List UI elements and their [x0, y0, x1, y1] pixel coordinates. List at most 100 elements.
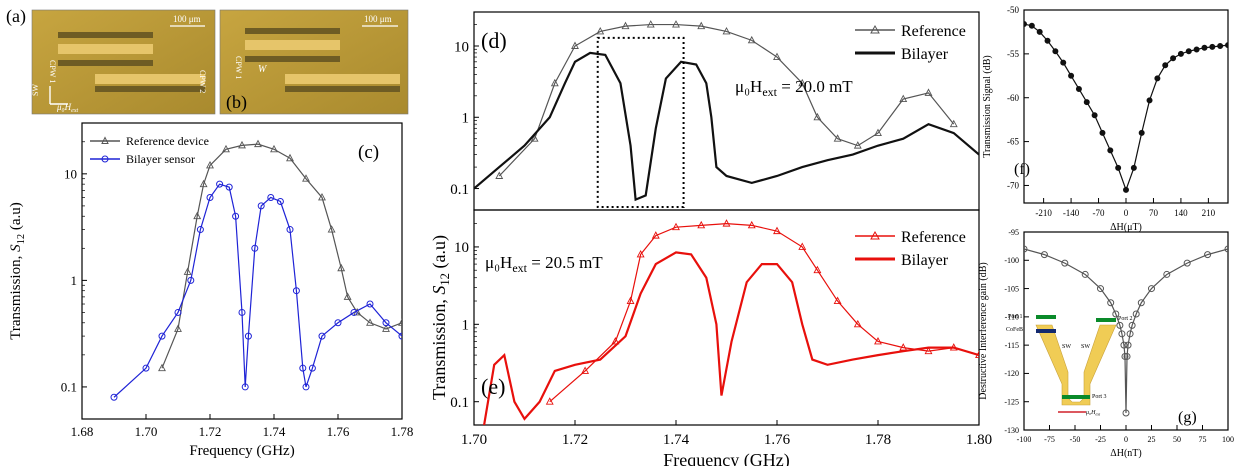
panel-label-b: (b) [226, 92, 247, 113]
data-point [196, 226, 204, 234]
x-tick-label: 1.74 [663, 432, 690, 448]
data-point [206, 160, 214, 169]
data-point [1204, 251, 1212, 259]
legend-entry: Reference [901, 229, 966, 246]
data-point [251, 244, 259, 252]
data-point [773, 52, 781, 60]
data-point [183, 267, 192, 275]
data-point [924, 346, 933, 355]
data-point [773, 226, 781, 235]
chart-panel-c: 0.1 1 10 1.68 1.70 1.72 1.74 1.76 1.78 Frequency … [8, 122, 413, 459]
data-point [308, 364, 316, 372]
panel-label-c: (c) [358, 142, 379, 163]
y-axis-subscript: 12 [438, 273, 452, 286]
data-point [398, 318, 402, 326]
data-point [110, 393, 118, 401]
series-data-0 [1024, 245, 1228, 417]
y-tick-label: -95 [1008, 228, 1019, 237]
plot-frame [473, 209, 980, 426]
data-point [1115, 164, 1122, 171]
data-point [1081, 270, 1089, 278]
data-point [187, 276, 195, 284]
data-point [199, 179, 208, 188]
data-point [270, 144, 278, 153]
x-tick-label: 100 [1222, 435, 1234, 444]
legend-entry: Bilayer [901, 46, 949, 63]
plot-frame [473, 11, 980, 211]
data-point [1224, 245, 1228, 253]
field-value: = 20.0 mT [777, 77, 853, 96]
y-axis-label-text: Transmission Signal (dB) [982, 55, 993, 157]
data-point [1120, 341, 1128, 349]
x-axis-label: Frequency (GHz) [189, 443, 294, 459]
x-tick-label: 75 [1199, 435, 1207, 444]
data-point [1130, 164, 1137, 171]
data-point [581, 366, 590, 374]
data-point [366, 300, 374, 308]
data-point [206, 193, 214, 201]
x-tick-label: 210 [1202, 208, 1216, 218]
y-tick-label: 0.1 [450, 182, 469, 198]
data-point [398, 332, 402, 340]
data-point [238, 308, 246, 316]
legend-entry: Reference [901, 23, 966, 40]
data-point [874, 337, 882, 345]
y-tick-label: 0.1 [61, 379, 77, 394]
data-point [142, 364, 150, 372]
x-tick-label: -75 [1044, 435, 1055, 444]
field-subscript: ext [512, 261, 527, 275]
data-point [672, 20, 680, 28]
port2-electrode [1096, 318, 1116, 322]
inset-sw1: SW [1062, 344, 1071, 350]
x-axis-label: Frequency (GHz) [663, 450, 789, 466]
y-tick-label: -130 [1004, 426, 1019, 435]
data-point [1075, 85, 1082, 92]
data-point [1040, 251, 1048, 259]
data-point [813, 112, 822, 121]
x-tick-label: 1.76 [327, 424, 350, 439]
data-point [1146, 97, 1153, 104]
data-point [1162, 62, 1169, 69]
y-tick-label: -100 [1004, 256, 1019, 265]
plot-area [1024, 21, 1228, 193]
data-point [193, 211, 202, 220]
y-axis-label: Transmission, S12 (a.u) [8, 202, 27, 339]
data-point [1154, 75, 1161, 82]
data-point [1116, 321, 1124, 329]
data-point [334, 319, 342, 327]
legend-marker [101, 136, 109, 144]
data-point [244, 332, 252, 340]
y-tick-label: -70 [1007, 181, 1019, 191]
y-axis-label-text: Transmission, [8, 252, 24, 340]
y-axis-label: Destructive Interference gain (dB) [978, 262, 989, 399]
data-point [1201, 44, 1208, 51]
chart-panel-e: 0.1 1 10 1.70 1.72 1.74 1.76 1.78 1.80 Frequency … [429, 209, 992, 466]
series-line [483, 251, 979, 425]
plot-frame [1023, 9, 1229, 204]
data-point [1097, 285, 1104, 293]
y-tick-label: 10 [454, 39, 469, 55]
data-point [530, 134, 539, 142]
data-point [302, 383, 310, 391]
data-point [1112, 310, 1120, 318]
legend-marker [870, 24, 880, 34]
plot-frame [81, 122, 403, 420]
data-point [697, 220, 706, 229]
panel-label-g: (g) [1178, 409, 1197, 426]
data-point [318, 193, 326, 201]
data-point [267, 193, 275, 201]
inset-port2: Port 2 [1118, 316, 1133, 322]
data-point [1123, 352, 1131, 360]
series-bilayer-sensor [110, 180, 402, 401]
data-point [241, 383, 249, 391]
data-point [382, 324, 390, 332]
data-point [1052, 48, 1059, 55]
data-point [747, 220, 756, 229]
data-point [1024, 245, 1028, 253]
y-axis-unit: (a.u) [429, 235, 450, 273]
data-point [327, 225, 336, 233]
plot-area [110, 139, 402, 401]
panel-label-a: (a) [6, 6, 26, 27]
data-point [813, 265, 822, 274]
